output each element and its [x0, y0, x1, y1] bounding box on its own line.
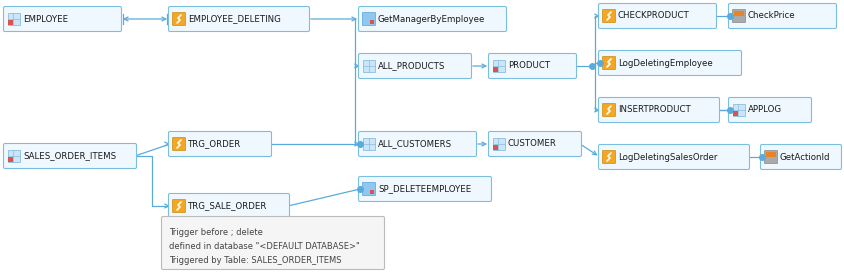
FancyBboxPatch shape [369, 190, 374, 194]
FancyBboxPatch shape [369, 20, 374, 24]
Text: GetActionId: GetActionId [779, 153, 830, 161]
FancyBboxPatch shape [602, 10, 614, 22]
FancyBboxPatch shape [3, 144, 137, 169]
Text: APPLOG: APPLOG [747, 105, 782, 115]
FancyBboxPatch shape [492, 138, 505, 150]
Text: EMPLOYEE: EMPLOYEE [23, 15, 68, 24]
FancyBboxPatch shape [358, 53, 471, 78]
FancyBboxPatch shape [358, 7, 506, 32]
Text: defined in database "<DEFAULT DATABASE>": defined in database "<DEFAULT DATABASE>" [169, 242, 360, 251]
FancyBboxPatch shape [492, 145, 498, 150]
Text: TRG_SALE_ORDER: TRG_SALE_ORDER [187, 201, 267, 210]
FancyBboxPatch shape [732, 10, 744, 22]
Text: Trigger before ; delete: Trigger before ; delete [169, 228, 262, 237]
FancyBboxPatch shape [172, 138, 186, 150]
FancyBboxPatch shape [602, 150, 614, 164]
FancyBboxPatch shape [732, 111, 738, 116]
FancyBboxPatch shape [732, 104, 744, 116]
FancyBboxPatch shape [168, 193, 289, 218]
FancyBboxPatch shape [598, 50, 741, 76]
FancyBboxPatch shape [172, 199, 186, 213]
FancyBboxPatch shape [363, 60, 375, 72]
FancyBboxPatch shape [760, 144, 841, 170]
Text: Triggered by Table: SALES_ORDER_ITEMS: Triggered by Table: SALES_ORDER_ITEMS [169, 256, 341, 265]
FancyBboxPatch shape [8, 157, 14, 162]
Text: INSERTPRODUCT: INSERTPRODUCT [617, 105, 690, 115]
FancyBboxPatch shape [362, 182, 375, 196]
FancyBboxPatch shape [733, 11, 743, 16]
FancyBboxPatch shape [728, 98, 810, 122]
FancyBboxPatch shape [602, 56, 614, 70]
Text: PRODUCT: PRODUCT [507, 61, 549, 70]
Text: EMPLOYEE_DELETING: EMPLOYEE_DELETING [187, 15, 280, 24]
FancyBboxPatch shape [161, 216, 384, 270]
FancyBboxPatch shape [168, 132, 271, 156]
FancyBboxPatch shape [8, 13, 20, 25]
FancyBboxPatch shape [598, 4, 716, 28]
FancyBboxPatch shape [602, 104, 614, 116]
FancyBboxPatch shape [172, 13, 186, 25]
FancyBboxPatch shape [598, 98, 718, 122]
Text: GetManagerByEmployee: GetManagerByEmployee [377, 15, 484, 24]
FancyBboxPatch shape [358, 176, 491, 201]
Text: TRG_ORDER: TRG_ORDER [187, 139, 241, 149]
FancyBboxPatch shape [766, 152, 775, 157]
FancyBboxPatch shape [362, 13, 375, 25]
Text: CUSTOMER: CUSTOMER [507, 139, 556, 149]
Text: CHECKPRODUCT: CHECKPRODUCT [617, 12, 689, 21]
FancyBboxPatch shape [728, 4, 836, 28]
Text: ALL_PRODUCTS: ALL_PRODUCTS [377, 61, 445, 70]
Text: LogDeletingSalesOrder: LogDeletingSalesOrder [617, 153, 717, 161]
FancyBboxPatch shape [598, 144, 749, 170]
Text: LogDeletingEmployee: LogDeletingEmployee [617, 59, 711, 67]
FancyBboxPatch shape [8, 20, 14, 25]
FancyBboxPatch shape [492, 60, 505, 72]
FancyBboxPatch shape [8, 150, 20, 162]
FancyBboxPatch shape [363, 138, 375, 150]
Text: SALES_ORDER_ITEMS: SALES_ORDER_ITEMS [23, 152, 116, 161]
Text: ALL_CUSTOMERS: ALL_CUSTOMERS [377, 139, 452, 149]
FancyBboxPatch shape [488, 53, 576, 78]
Text: SP_DELETEEMPLOYEE: SP_DELETEEMPLOYEE [377, 184, 471, 193]
FancyBboxPatch shape [764, 150, 776, 164]
FancyBboxPatch shape [488, 132, 581, 156]
FancyBboxPatch shape [492, 67, 498, 72]
FancyBboxPatch shape [358, 132, 476, 156]
Text: CheckPrice: CheckPrice [747, 12, 795, 21]
FancyBboxPatch shape [3, 7, 122, 32]
FancyBboxPatch shape [168, 7, 309, 32]
